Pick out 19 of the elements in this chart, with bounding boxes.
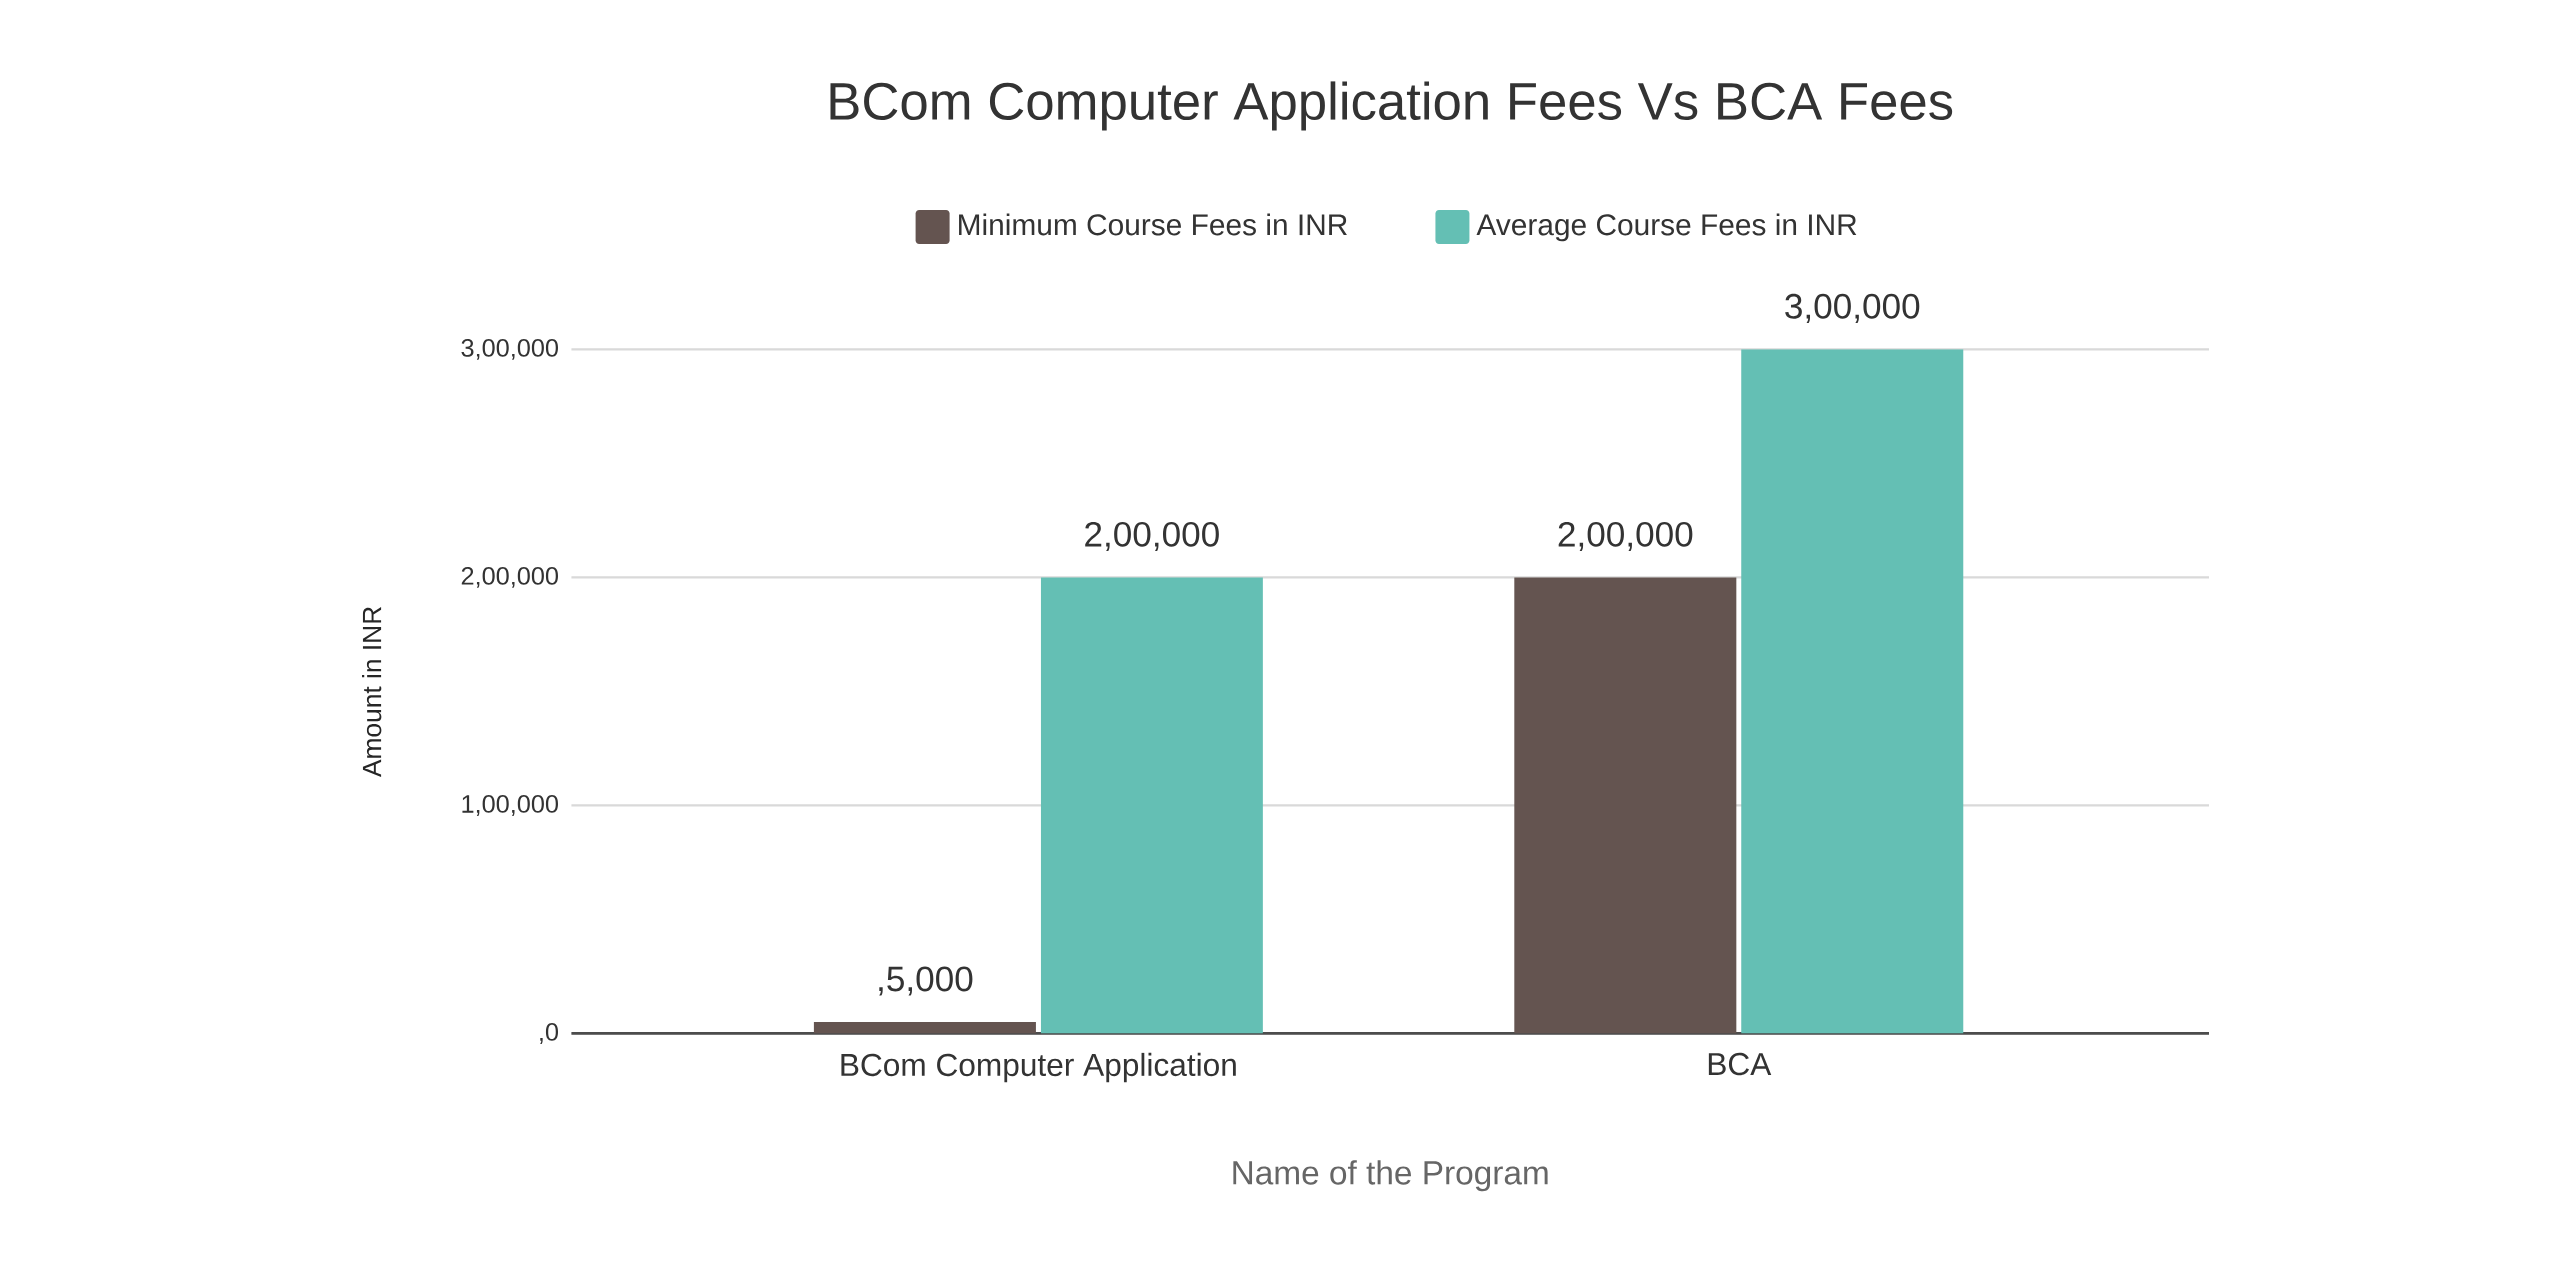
bar [1514,577,1737,1034]
chart-title: BCom Computer Application Fees Vs BCA Fees [830,81,1953,131]
y-tick-label: 2,00,000 [461,566,558,588]
x-tick-label: BCA [1708,1052,1772,1076]
x-axis-title: Name of the Program [1233,1160,1548,1192]
data-label: ,5,000 [879,966,973,996]
y-tick-label: 3,00,000 [461,338,558,360]
y-tick-label: 1,00,000 [462,795,558,816]
bar [1040,577,1263,1034]
x-tick-label: BCom Computer Application [841,1052,1236,1083]
y-tick-label: ,0 [540,1023,559,1044]
legend-label: Minimum Course Fees in INR [959,213,1347,236]
bar [813,1022,1036,1034]
legend-label: Average Course Fees in INR [1476,213,1857,242]
bar [1741,349,1964,1034]
data-label: 2,00,000 [1558,521,1693,551]
y-axis-title: Amount in INR [362,606,382,778]
data-label: 2,00,000 [1085,521,1219,551]
data-label: 3,00,000 [1785,293,1920,323]
